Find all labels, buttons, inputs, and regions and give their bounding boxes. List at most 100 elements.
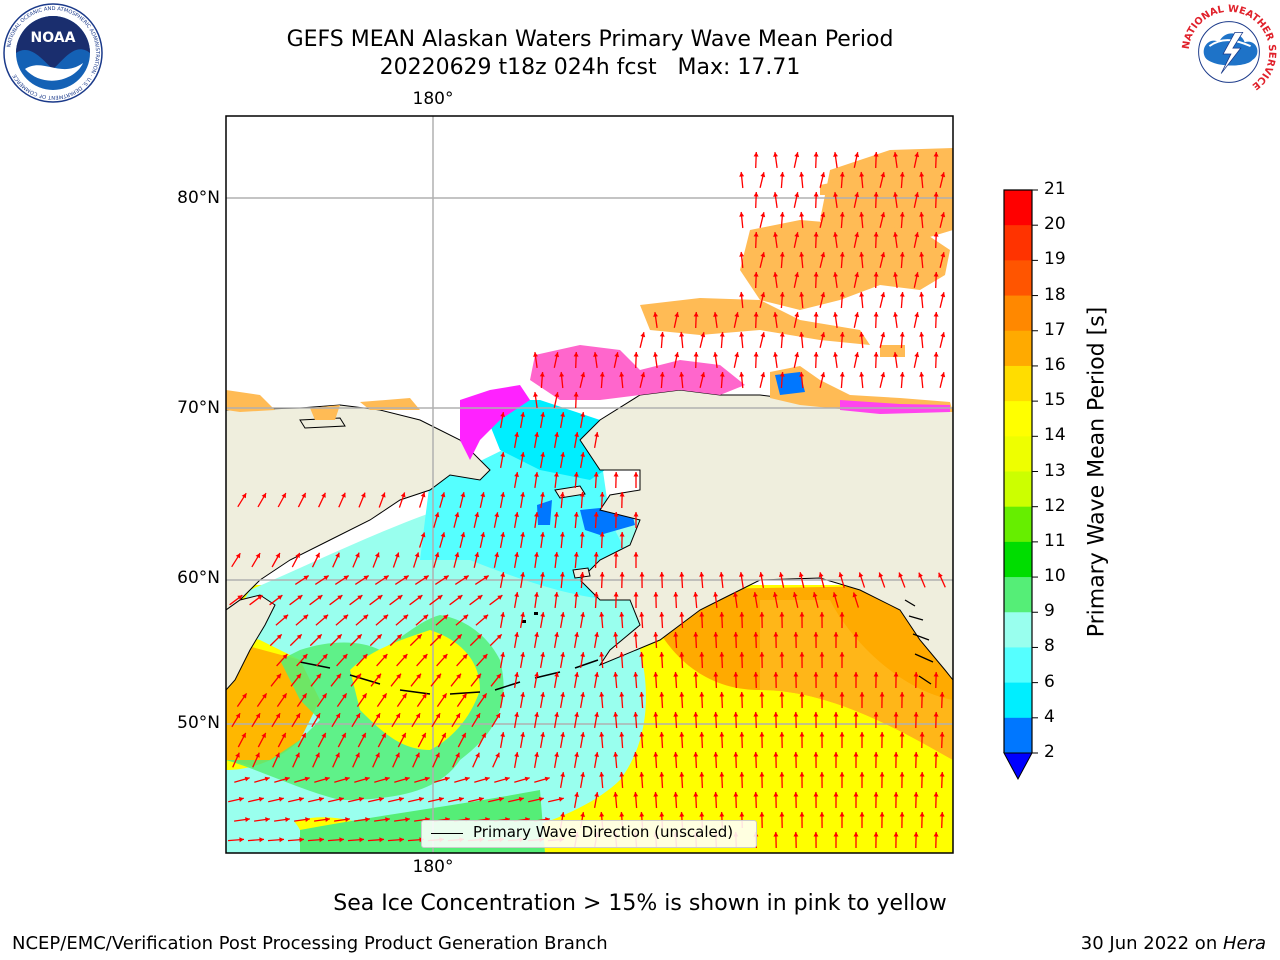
colorbar-tick-label: 15 <box>1044 390 1066 411</box>
colorbar-tick-label: 14 <box>1044 425 1066 446</box>
wave-direction-arrow-head <box>719 572 724 577</box>
wave-direction-arrow-head <box>773 792 779 797</box>
wave-direction-arrow-head <box>534 752 539 757</box>
wave-direction-arrow-head <box>779 212 785 217</box>
wave-direction-arrow-head <box>343 614 349 620</box>
wave-direction-arrow-head <box>813 352 819 357</box>
wave-direction-arrow-head <box>322 693 327 699</box>
wave-direction-arrow-head <box>753 232 759 237</box>
colorbar <box>1003 189 1038 781</box>
wave-direction-arrow-head <box>699 732 705 737</box>
wave-direction-arrow-head <box>919 732 925 737</box>
wave-direction-arrow-head <box>914 152 920 158</box>
wave-direction-arrow-head <box>640 332 646 338</box>
wave-direction-arrow-head <box>443 575 449 581</box>
wave-direction-arrow-head <box>554 752 559 757</box>
wave-direction-arrow-head <box>794 272 800 278</box>
wave-direction-arrow-head <box>693 672 699 677</box>
wave-direction-arrow-head <box>838 572 844 578</box>
wave-direction-arrow-head <box>760 212 766 218</box>
wave-direction-arrow-head <box>593 552 599 557</box>
wave-direction-arrow-head <box>633 792 639 797</box>
wave-direction-arrow-head <box>377 595 383 600</box>
wave-direction-arrow-head <box>613 672 619 677</box>
wave-direction-arrow-head <box>362 693 367 699</box>
wave-direction-arrow-head <box>653 712 659 717</box>
wave-direction-arrow-head <box>700 372 706 378</box>
wave-direction-arrow-head <box>241 493 247 499</box>
wave-direction-arrow-head <box>933 272 939 277</box>
wave-direction-arrow-head <box>463 614 469 620</box>
wave-direction-arrow-head <box>859 252 865 257</box>
wave-direction-arrow-head <box>285 817 290 822</box>
wave-direction-arrow-head <box>833 792 839 797</box>
wave-direction-arrow-head <box>382 654 388 660</box>
wave-direction-arrow-head <box>362 654 368 660</box>
wave-direction-arrow-head <box>899 692 905 697</box>
wave-direction-arrow-head <box>659 572 665 577</box>
wave-direction-arrow-head <box>793 832 799 837</box>
wave-direction-arrow-head <box>338 796 344 802</box>
wave-direction-arrow-head <box>839 212 845 217</box>
wave-direction-arrow-head <box>613 712 619 717</box>
wave-direction-arrow-head <box>933 792 939 797</box>
wave-direction-arrow-head <box>277 595 283 600</box>
wave-direction-arrow-head <box>659 332 665 337</box>
aleutian-islands <box>299 659 599 695</box>
wave-direction-arrow-head <box>659 612 665 617</box>
colorbar-segment <box>1004 541 1032 578</box>
wave-direction-arrow-head <box>435 752 440 758</box>
wave-direction-arrow-head <box>298 796 304 802</box>
wave-direction-arrow-head <box>673 752 679 757</box>
sea-ice-note: Sea Ice Concentration > 15% is shown in … <box>333 891 947 916</box>
wave-direction-arrow-head <box>833 672 839 677</box>
wave-direction-arrow-head <box>281 732 286 738</box>
wave-direction-arrow-head <box>593 472 599 477</box>
wave-direction-arrow-head <box>813 752 819 757</box>
wave-direction-arrow-head <box>599 572 605 577</box>
wave-direction-arrow-head <box>739 332 745 337</box>
wave-direction-arrow-head <box>679 692 685 697</box>
wave-direction-arrow-head <box>919 332 925 337</box>
wave-direction-arrow-head <box>793 672 799 677</box>
wave-direction-arrow-head <box>554 632 559 637</box>
wave-direction-arrow-head <box>574 752 579 757</box>
wave-direction-arrow-head <box>798 572 804 578</box>
wave-direction-arrow-head <box>713 712 719 717</box>
wave-direction-arrow-head <box>719 692 725 697</box>
wave-direction-arrow-head <box>939 772 945 777</box>
wave-direction-arrow-head <box>593 352 598 357</box>
wave-direction-arrow-head <box>242 693 247 699</box>
arctic-ice-center <box>640 298 870 345</box>
wave-direction-arrow-head <box>514 552 519 557</box>
wave-direction-arrow-head <box>303 575 309 581</box>
wave-direction-arrow-head <box>574 432 579 437</box>
colorbar-segment <box>1004 365 1032 402</box>
wave-direction-arrow-head <box>619 732 625 737</box>
wave-direction-arrow-head <box>852 592 858 598</box>
wave-direction-arrow-head <box>739 252 745 257</box>
wave-direction-arrow-head <box>599 612 605 617</box>
wave-direction-arrow-head <box>940 372 946 378</box>
wave-direction-arrow-head <box>443 614 449 620</box>
wave-direction-arrow-head <box>514 632 519 637</box>
wave-direction-arrow-head <box>435 713 441 719</box>
wave-direction-arrow-head <box>514 712 519 717</box>
wave-direction-arrow-head <box>914 352 920 358</box>
wave-direction-arrow-head <box>859 772 865 777</box>
wave-direction-arrow-head <box>819 612 825 617</box>
wave-direction-arrow-head <box>679 612 685 617</box>
wave-direction-arrow-head <box>899 732 905 737</box>
wave-direction-arrow-head <box>264 776 270 782</box>
wave-direction-arrow-head <box>839 612 845 617</box>
wave-direction-arrow-head <box>534 512 539 517</box>
wave-direction-arrow-head <box>793 632 799 637</box>
wave-direction-arrow-head <box>599 372 605 377</box>
wave-direction-arrow-head <box>495 752 500 758</box>
wave-direction-arrow-head <box>357 595 363 600</box>
wave-direction-arrow-head <box>560 452 565 457</box>
wave-direction-arrow-head <box>913 792 919 797</box>
wave-direction-arrow-head <box>520 732 525 737</box>
wave-direction-arrow-head <box>302 654 308 660</box>
wave-direction-arrow-head <box>693 712 699 717</box>
